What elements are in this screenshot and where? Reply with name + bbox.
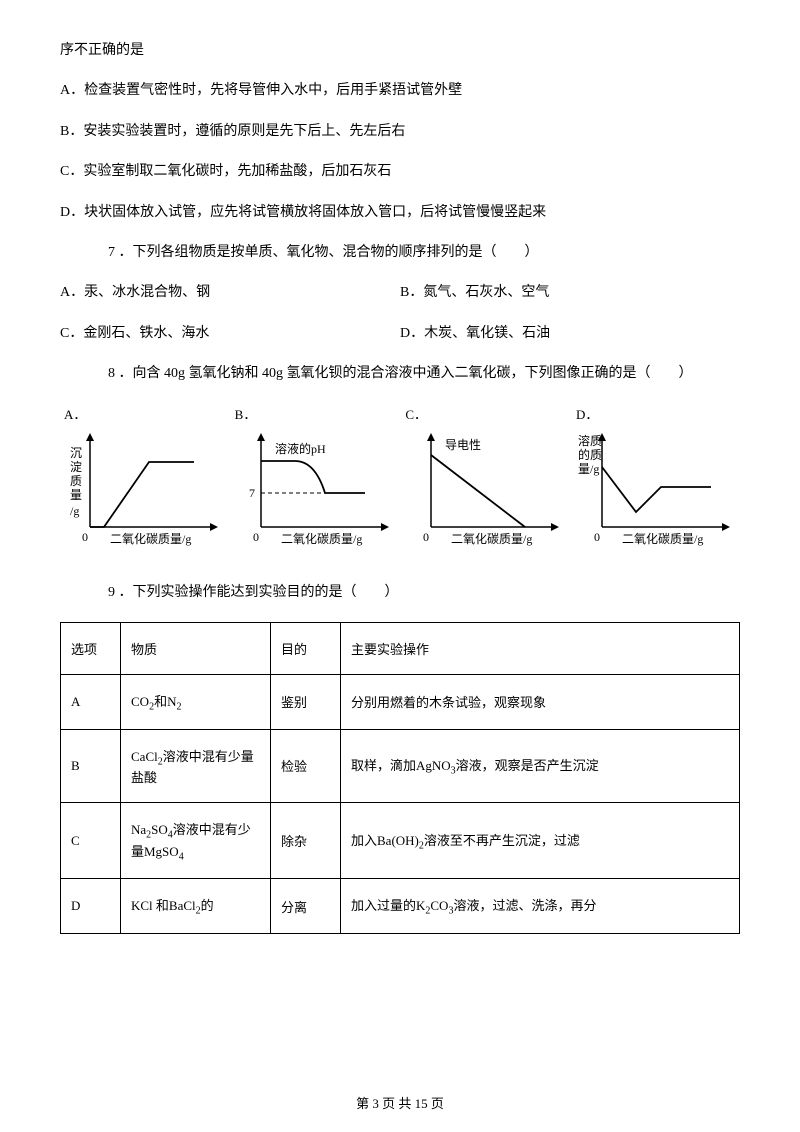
q9: 9 ．下列实验操作能达到实验目的的是（ ） <box>60 582 740 604</box>
cell: 除杂 <box>271 803 341 879</box>
svg-text:0: 0 <box>253 530 259 544</box>
cell: Na2SO4溶液中混有少量MgSO4 <box>121 803 271 879</box>
svg-text:导电性: 导电性 <box>445 438 481 452</box>
svg-text:量/g: 量/g <box>578 462 599 476</box>
svg-text:沉: 沉 <box>70 446 82 460</box>
chart-a-svg: 沉 淀 质 量 /g 0 二氧化碳质量/g <box>64 427 224 557</box>
cell: 分别用燃着的木条试验，观察现象 <box>341 674 740 729</box>
svg-text:淀: 淀 <box>70 460 82 474</box>
q7-opt-c: C．金刚石、铁水、海水 <box>60 323 400 345</box>
svg-text:量: 量 <box>70 488 82 502</box>
svg-text:二氧化碳质量/g: 二氧化碳质量/g <box>451 532 532 546</box>
chart-d-svg: 溶质 的质 量/g 0 二氧化碳质量/g <box>576 427 736 557</box>
opt-c: C．实验室制取二氧化碳时，先加稀盐酸，后加石灰石 <box>60 161 740 183</box>
cell: B <box>61 729 121 803</box>
svg-text:0: 0 <box>594 530 600 544</box>
experiment-table: 选项 物质 目的 主要实验操作 A CO2和N2 鉴别 分别用燃着的木条试验，观… <box>60 622 740 934</box>
cell: 鉴别 <box>271 674 341 729</box>
chart-c-svg: 导电性 0 二氧化碳质量/g <box>405 427 565 557</box>
cell: 加入过量的K2CO3溶液，过滤、洗涤，再分 <box>341 879 740 934</box>
svg-text:质: 质 <box>70 474 82 488</box>
opt-b: B．安装实验装置时，遵循的原则是先下后上、先左后右 <box>60 121 740 143</box>
table-row: C Na2SO4溶液中混有少量MgSO4 除杂 加入Ba(OH)2溶液至不再产生… <box>61 803 740 879</box>
th-operation: 主要实验操作 <box>341 622 740 674</box>
chart-b: B． 溶液的pH 7 0 二氧化碳质量/g <box>235 404 395 562</box>
svg-text:二氧化碳质量/g: 二氧化碳质量/g <box>622 532 703 546</box>
cell: 加入Ba(OH)2溶液至不再产生沉淀，过滤 <box>341 803 740 879</box>
svg-text:/g: /g <box>70 504 79 518</box>
q7-opt-b: B．氮气、石灰水、空气 <box>400 282 740 304</box>
chart-c-label: C． <box>405 404 565 423</box>
svg-text:二氧化碳质量/g: 二氧化碳质量/g <box>110 532 191 546</box>
chart-b-svg: 溶液的pH 7 0 二氧化碳质量/g <box>235 427 395 557</box>
table-row: A CO2和N2 鉴别 分别用燃着的木条试验，观察现象 <box>61 674 740 729</box>
svg-text:溶质: 溶质 <box>578 433 602 448</box>
svg-text:溶液的pH: 溶液的pH <box>275 441 326 456</box>
cell: CO2和N2 <box>121 674 271 729</box>
opt-a: A．检查装置气密性时，先将导管伸入水中，后用手紧捂试管外壁 <box>60 80 740 102</box>
chart-b-label: B． <box>235 404 395 423</box>
svg-text:的质: 的质 <box>578 447 602 462</box>
svg-text:二氧化碳质量/g: 二氧化碳质量/g <box>281 532 362 546</box>
svg-text:0: 0 <box>82 530 88 544</box>
table-row: D KCl 和BaCl2的 分离 加入过量的K2CO3溶液，过滤、洗涤，再分 <box>61 879 740 934</box>
cell: D <box>61 879 121 934</box>
charts-row: A． 沉 淀 质 量 /g 0 二氧化碳质量/g B． 溶液的pH 7 0 <box>60 404 740 562</box>
chart-d: D． 溶质 的质 量/g 0 二氧化碳质量/g <box>576 404 736 562</box>
q7-opt-a: A．汞、冰水混合物、钢 <box>60 282 400 304</box>
opt-d: D．块状固体放入试管，应先将试管横放将固体放入管口，后将试管慢慢竖起来 <box>60 202 740 224</box>
cell: KCl 和BaCl2的 <box>121 879 271 934</box>
chart-a-label: A． <box>64 404 224 423</box>
table-header-row: 选项 物质 目的 主要实验操作 <box>61 622 740 674</box>
cell: C <box>61 803 121 879</box>
cell: 分离 <box>271 879 341 934</box>
cell: CaCl2溶液中混有少量盐酸 <box>121 729 271 803</box>
cell: 检验 <box>271 729 341 803</box>
q7-opt-d: D．木炭、氧化镁、石油 <box>400 323 740 345</box>
page-footer: 第 3 页 共 15 页 <box>0 1093 800 1112</box>
chart-a: A． 沉 淀 质 量 /g 0 二氧化碳质量/g <box>64 404 224 562</box>
th-option: 选项 <box>61 622 121 674</box>
q8: 8 ．向含 40g 氢氧化钠和 40g 氢氧化钡的混合溶液中通入二氧化碳，下列图… <box>60 363 740 385</box>
table-row: B CaCl2溶液中混有少量盐酸 检验 取样，滴加AgNO3溶液，观察是否产生沉… <box>61 729 740 803</box>
svg-text:0: 0 <box>423 530 429 544</box>
svg-text:7: 7 <box>249 486 255 500</box>
cell: A <box>61 674 121 729</box>
chart-d-label: D． <box>576 404 736 423</box>
th-substance: 物质 <box>121 622 271 674</box>
cell: 取样，滴加AgNO3溶液，观察是否产生沉淀 <box>341 729 740 803</box>
chart-c: C． 导电性 0 二氧化碳质量/g <box>405 404 565 562</box>
th-purpose: 目的 <box>271 622 341 674</box>
q7: 7 ．下列各组物质是按单质、氧化物、混合物的顺序排列的是（ ） <box>60 242 740 264</box>
intro-line: 序不正确的是 <box>60 40 740 62</box>
